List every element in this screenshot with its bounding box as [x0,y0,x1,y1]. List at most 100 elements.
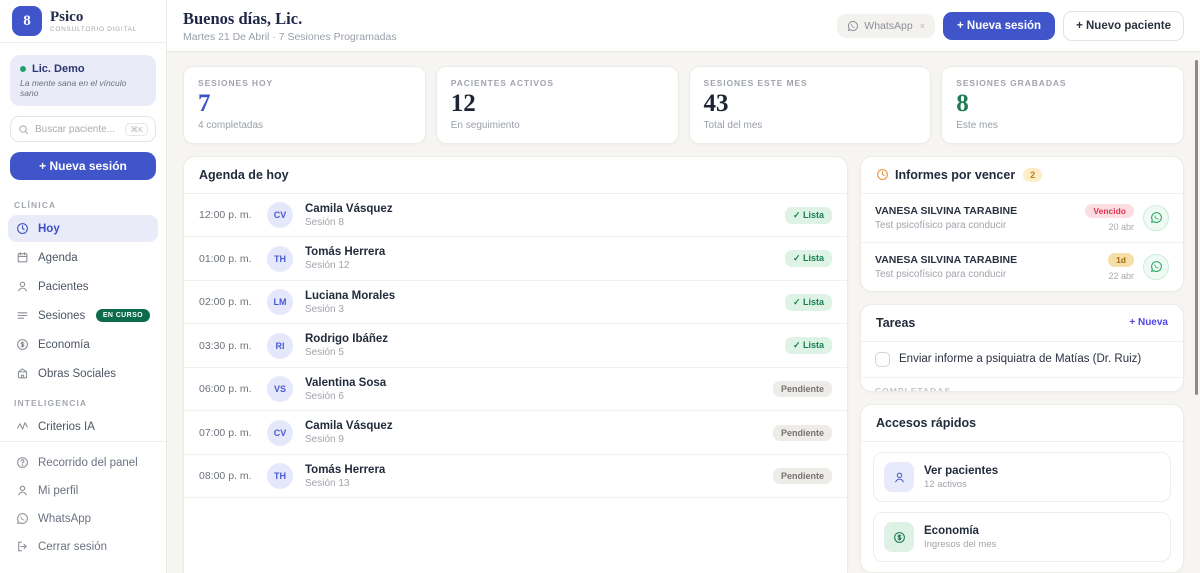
patient-name: Luciana Morales [305,289,396,302]
new-task-button[interactable]: + Nueva [1129,317,1168,329]
stat-sub: Total del mes [703,119,763,131]
sidebar-item-economia[interactable]: Economía [8,331,158,358]
quick-link-label: Ver pacientes [924,464,999,477]
search-input[interactable] [35,123,120,135]
session-time: 02:00 p. m. [199,296,252,308]
informe-row[interactable]: VANESA SILVINA TARABINE Test psicofísico… [861,241,1183,291]
informe-detail: Test psicofísico para conducir [875,268,1007,280]
sidebar-item-label: Obras Sociales [38,367,116,380]
agenda-row[interactable]: 03:30 p. m. RI Rodrigo Ibáñez Sesión 5 ✓… [184,324,847,368]
stat-sesiones-mes: SESIONES ESTE MES 43 Total del mes [688,66,932,144]
informes-title: Informes por vencer [895,167,1016,182]
section-label-clinica: CLÍNICA [14,200,57,210]
status-badge: Pendiente [772,381,832,397]
task-label: Enviar informe a psiquiatra de Matías (D… [899,353,1142,366]
whatsapp-icon [17,513,28,524]
user-name: Lic. Demo [32,63,85,76]
scrollbar[interactable] [1192,54,1200,573]
stat-label: PACIENTES ACTIVOS [450,78,554,88]
person-icon [884,462,914,492]
session-time: 01:00 p. m. [199,252,252,265]
sidebar-item-hoy[interactable]: Hoy [8,215,158,242]
sidebar-item-label: Recorrido del panel [38,456,138,469]
patient-search[interactable]: ⌘K [10,116,156,142]
agenda-row[interactable]: 06:00 p. m. VS Valentina Sosa Sesión 6 P… [184,368,847,412]
stat-label: SESIONES GRABADAS [956,78,1067,88]
sidebar: 8 Psico CONSULTORIO DIGITAL Lic. Demo La… [0,0,167,573]
quick-link-sub: 12 activos [924,478,967,490]
whatsapp-send-button[interactable] [1143,253,1169,280]
informe-patient-name: VANESA SILVINA TARABINE [875,253,1018,266]
new-session-button-sidebar[interactable]: + Nueva sesión [10,151,156,180]
sidebar-item-label: Agenda [38,251,78,264]
scrollbar-thumb[interactable] [1195,60,1198,395]
tareas-title: Tareas [876,315,916,330]
dismiss-icon[interactable]: × [919,20,926,31]
stat-value: 7 [198,90,211,117]
session-time: 08:00 p. m. [199,470,252,482]
informe-patient-name: VANESA SILVINA TARABINE [875,204,1018,217]
stat-pacientes-activos: PACIENTES ACTIVOS 12 En seguimiento [435,66,679,144]
list-icon [17,312,28,319]
quick-link-economia[interactable]: Economía Ingresos del mes [873,512,1171,562]
new-patient-button[interactable]: + Nuevo paciente [1063,10,1184,41]
stats-row: SESIONES HOY 7 4 completadas PACIENTES A… [183,66,1184,144]
sidebar-item-obras-sociales[interactable]: Obras Sociales [8,360,158,387]
agenda-row[interactable]: 01:00 p. m. TH Tomás Herrera Sesión 12 ✓… [184,237,847,281]
user-card[interactable]: Lic. Demo La mente sana en el vínculo sa… [10,55,156,107]
whatsapp-icon [1150,212,1162,224]
patient-name: Camila Vásquez [305,202,393,215]
activity-icon [17,422,28,430]
agenda-row[interactable]: 07:00 p. m. CV Camila Vásquez Sesión 9 P… [184,411,847,455]
sidebar-item-sesiones[interactable]: Sesiones EN CURSO [8,302,158,329]
page-header: Buenos días, Lic. Martes 21 De Abril · 7… [167,0,1200,52]
sidebar-item-label: Mi perfil [38,484,79,497]
dashboard-content: SESIONES HOY 7 4 completadas PACIENTES A… [167,52,1200,573]
sidebar-item-recorrido[interactable]: Recorrido del panel [8,449,158,476]
stat-sub: 4 completadas [198,119,264,131]
building-icon [17,368,28,379]
dollar-circle-icon [884,522,914,552]
new-session-button[interactable]: + Nueva sesión [943,11,1056,40]
session-number: Sesión 12 [305,260,350,271]
informe-row[interactable]: VANESA SILVINA TARABINE Test psicofísico… [861,194,1183,242]
sidebar-item-label: Pacientes [38,280,89,293]
agenda-row[interactable]: 02:00 p. m. LM Luciana Morales Sesión 3 … [184,281,847,325]
sidebar-item-cerrar-sesion[interactable]: Cerrar sesión [8,533,158,560]
sidebar-item-agenda[interactable]: Agenda [8,244,158,271]
stat-value: 8 [956,90,969,117]
stat-label: SESIONES ESTE MES [703,78,808,88]
page-subtitle: Martes 21 De Abril · 7 Sesiones Programa… [183,30,397,43]
online-status-dot [20,66,26,73]
whatsapp-send-button[interactable] [1143,204,1169,231]
quick-link-ver-pacientes[interactable]: Ver pacientes 12 activos [873,452,1171,502]
right-column: Informes por vencer 2 VANESA SILVINA TAR… [860,155,1184,573]
whatsapp-label: WhatsApp [864,19,913,32]
sidebar-item-label: Cerrar sesión [38,540,108,553]
avatar: CV [267,202,293,228]
task-row[interactable]: Enviar informe a psiquiatra de Matías (D… [861,342,1183,378]
person-icon [18,281,27,292]
stat-value: 12 [450,90,476,117]
agenda-row[interactable]: 12:00 p. m. CV Camila Vásquez Sesión 8 ✓… [184,194,847,238]
task-checkbox[interactable] [875,351,890,367]
status-badge: ✓ Lista [784,293,832,311]
sidebar-item-criterios-ia[interactable]: Criterios IA [8,413,158,440]
section-label-inteligencia: INTELIGENCIA [14,398,88,408]
sidebar-item-whatsapp[interactable]: WhatsApp [8,505,158,532]
avatar: RI [267,332,293,359]
session-number: Sesión 8 [305,216,344,228]
stat-value: 43 [703,90,729,117]
en-curso-badge: EN CURSO [95,309,150,322]
avatar: LM [267,289,293,315]
sidebar-item-label: Criterios IA [38,420,95,433]
sidebar-item-pacientes[interactable]: Pacientes [8,273,158,300]
sidebar-item-mi-perfil[interactable]: Mi perfil [8,477,158,504]
avatar: VS [267,376,293,402]
patient-name: Tomás Herrera [305,246,386,258]
agenda-row[interactable]: 08:00 p. m. TH Tomás Herrera Sesión 13 P… [184,455,847,499]
avatar: TH [267,245,293,272]
session-number: Sesión 3 [305,303,344,315]
session-time: 03:30 p. m. [199,339,252,352]
whatsapp-header-button[interactable]: WhatsApp × [837,13,936,38]
